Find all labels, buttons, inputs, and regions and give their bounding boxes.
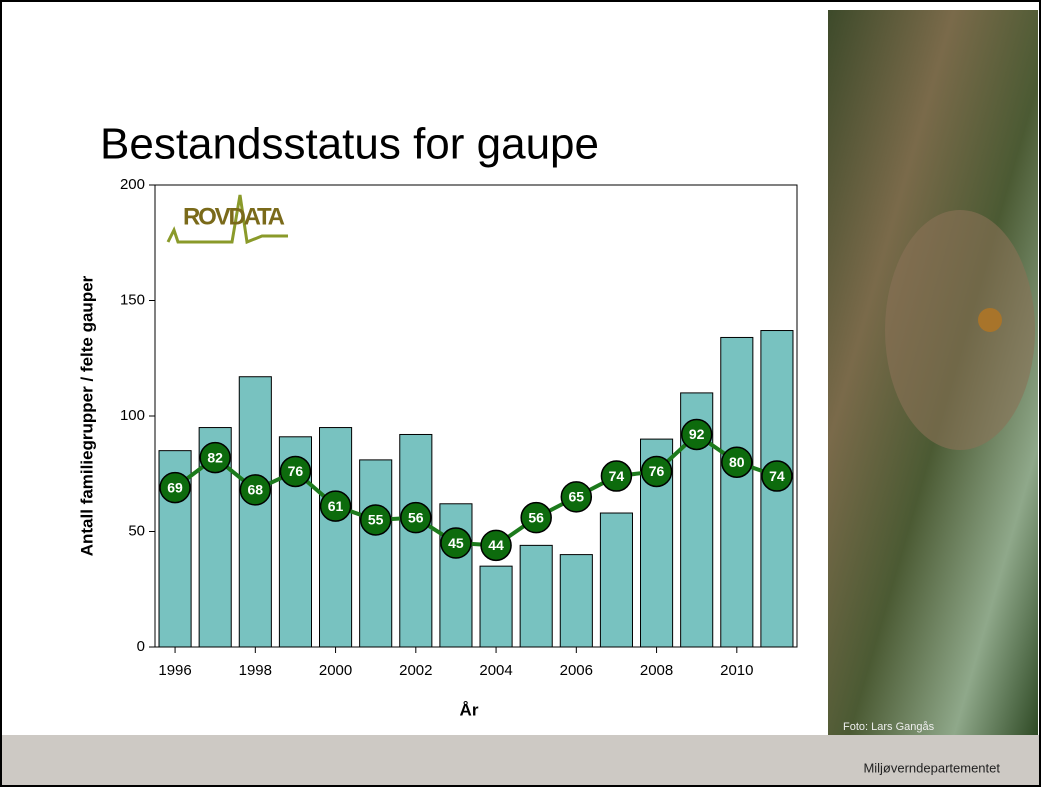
bar (399, 433, 433, 648)
data-label: 55 (368, 512, 384, 528)
bar (479, 565, 513, 648)
data-label: 56 (528, 509, 544, 525)
x-axis-label: År (460, 700, 479, 719)
data-label: 45 (448, 535, 464, 551)
y-tick-label: 0 (137, 638, 145, 655)
x-tick-label: 2004 (479, 662, 512, 679)
bar (359, 459, 393, 648)
slide-title: Bestandsstatus for gaupe (100, 120, 599, 169)
y-tick-label: 150 (120, 291, 145, 308)
y-axis-label: Antall familiegrupper / felte gauper (77, 275, 96, 556)
marker (199, 441, 231, 474)
data-label: 68 (248, 482, 264, 498)
logo: ROVDATA (166, 194, 288, 245)
marker (680, 418, 713, 451)
photo-credit: Foto: Lars Gangås (843, 721, 935, 733)
marker (159, 471, 191, 504)
bar (238, 376, 272, 648)
marker (520, 501, 552, 534)
bar (559, 554, 593, 648)
marker (279, 455, 312, 488)
y-tick-label: 100 (120, 407, 145, 424)
line (173, 431, 778, 548)
marker (560, 481, 593, 513)
data-label: 76 (288, 463, 304, 479)
x-tick-label: 1996 (158, 662, 191, 679)
x-tick-label: 2008 (640, 662, 673, 679)
bar (720, 336, 754, 648)
marker (721, 446, 753, 478)
photo-lynx (885, 210, 1035, 450)
data-label: 56 (408, 509, 424, 525)
data-label: 44 (488, 537, 504, 553)
data-label: 74 (609, 468, 625, 484)
footer-band (2, 735, 1039, 785)
data-label: 74 (769, 468, 785, 484)
x-tick-label: 2002 (399, 662, 432, 679)
y-tick-label: 50 (128, 522, 145, 539)
marker (400, 501, 432, 534)
photo-eye (978, 308, 1002, 332)
logo-text: ROVDATA (183, 203, 285, 230)
data-label: 69 (167, 479, 183, 495)
marker (480, 529, 512, 562)
data-label: 76 (649, 463, 665, 479)
x-tick-label: 2006 (560, 662, 593, 679)
x-tick-label: 1998 (239, 662, 272, 679)
marker (600, 460, 633, 492)
marker (239, 474, 272, 506)
data-label: 80 (729, 454, 745, 470)
data-label: 82 (207, 449, 223, 465)
marker (440, 527, 472, 559)
x-tick-label: 2000 (319, 662, 352, 679)
data-label: 92 (689, 426, 705, 442)
marker (761, 460, 793, 492)
marker (359, 504, 392, 536)
x-tick-label: 2010 (720, 662, 753, 679)
y-tick-label: 200 (120, 176, 145, 193)
marker (319, 490, 352, 522)
data-label: 61 (328, 498, 344, 514)
bar (439, 503, 473, 648)
bar (319, 427, 353, 648)
data-label: 65 (569, 489, 585, 505)
bar (519, 544, 553, 648)
bar (599, 512, 633, 648)
marker (640, 455, 673, 488)
footer: Miljøverndepartementet (863, 760, 1000, 775)
